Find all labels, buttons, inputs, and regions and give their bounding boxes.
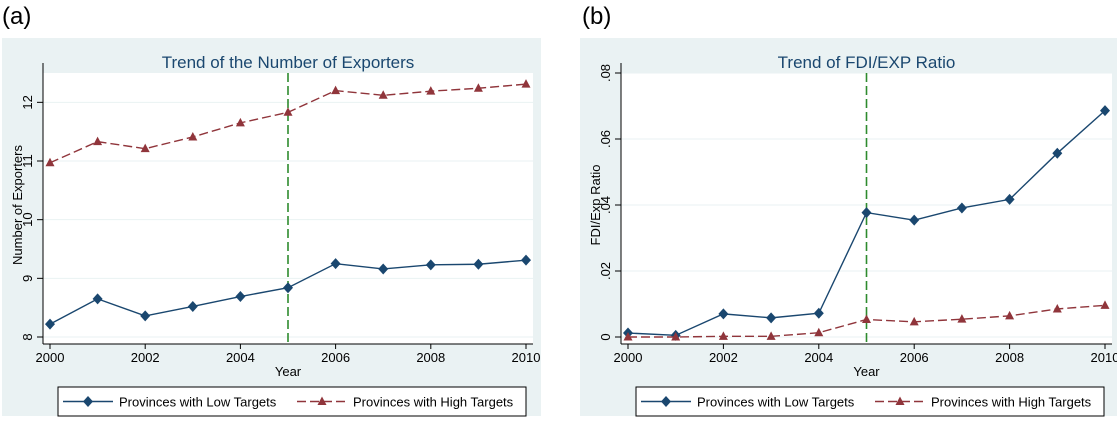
- data-point-high-targets: [718, 331, 728, 340]
- y-tick-label: 10: [20, 212, 35, 226]
- y-tick-label: 8: [20, 333, 35, 340]
- data-point-high-targets: [378, 90, 388, 99]
- legend-label: Provinces with Low Targets: [697, 395, 855, 410]
- data-point-high-targets: [814, 327, 824, 337]
- chart-panel-a: (a) Trend of the Number of Exporters 8 9 10 1…: [2, 3, 541, 417]
- y-tick-label: .06: [598, 130, 613, 148]
- x-axis-label: Year: [853, 364, 880, 379]
- y-tick-label: 12: [20, 95, 35, 109]
- y-axis-label: FDI/Exp Ratio: [588, 165, 603, 246]
- data-point-high-targets: [1100, 300, 1110, 309]
- x-tick-label: 2010: [512, 350, 541, 365]
- data-point-low-targets: [521, 254, 531, 266]
- legend: Provinces with Low Targets Provinces with…: [635, 386, 1105, 417]
- data-point-high-targets: [188, 131, 198, 141]
- legend-marker-diamond: [661, 396, 671, 407]
- chart-title: Trend of the Number of Exporters: [162, 53, 415, 72]
- data-point-high-targets: [909, 316, 919, 326]
- y-tick-label: .04: [598, 196, 613, 214]
- x-tick-label: 2006: [900, 350, 929, 365]
- x-tick-label: 2004: [804, 350, 833, 365]
- data-point-high-targets: [766, 331, 776, 340]
- data-point-high-targets: [862, 314, 871, 324]
- legend-box: [635, 386, 1105, 417]
- legend-box: [57, 386, 527, 417]
- data-point-high-targets: [671, 332, 681, 341]
- data-point-low-targets: [1004, 193, 1015, 205]
- x-tick-label: 2008: [995, 350, 1024, 365]
- data-point-high-targets: [235, 117, 245, 127]
- x-tick-label: 2010: [1091, 350, 1117, 365]
- data-point-low-targets: [283, 282, 293, 294]
- x-tick-label: 2000: [614, 350, 643, 365]
- y-axis-label: Number of Exporters: [10, 145, 25, 265]
- legend-marker-triangle: [895, 396, 905, 405]
- data-point-low-targets: [813, 307, 824, 319]
- data-point-low-targets: [473, 258, 484, 270]
- chart-panel-b: (b) Trend of FDI/EXP Ratio 0 .02 .04 .06 .08 20…: [580, 3, 1117, 417]
- data-point-high-targets: [521, 79, 531, 88]
- data-point-low-targets: [861, 207, 872, 219]
- data-point-low-targets: [378, 263, 389, 275]
- data-point-high-targets: [45, 157, 55, 167]
- data-point-low-targets: [766, 312, 777, 324]
- data-point-high-targets: [957, 314, 967, 323]
- panel-label: (a): [2, 3, 31, 30]
- data-point-low-targets: [425, 259, 436, 271]
- legend: Provinces with Low Targets Provinces with…: [57, 386, 527, 417]
- chart-title: Trend of FDI/EXP Ratio: [778, 53, 956, 72]
- x-tick-label: 2008: [416, 350, 445, 365]
- x-axis-label: Year: [275, 364, 302, 379]
- panel-label: (b): [582, 3, 611, 30]
- x-tick-label: 2000: [36, 350, 65, 365]
- y-tick-label: .08: [598, 64, 613, 82]
- y-tick-label: .02: [598, 262, 613, 280]
- data-point-high-targets: [426, 86, 436, 95]
- legend-label: Provinces with High Targets: [353, 395, 514, 410]
- y-tick-label: 11: [20, 154, 35, 168]
- data-point-low-targets: [1052, 147, 1063, 159]
- data-point-high-targets: [140, 143, 150, 153]
- legend-marker-triangle: [317, 396, 327, 405]
- data-point-high-targets: [93, 136, 103, 146]
- data-point-high-targets: [283, 107, 293, 116]
- data-point-low-targets: [330, 258, 341, 270]
- legend-label: Provinces with High Targets: [931, 395, 1092, 410]
- x-tick-label: 2006: [321, 350, 350, 365]
- x-tick-label: 2002: [709, 350, 738, 365]
- data-point-low-targets: [45, 318, 55, 330]
- data-point-low-targets: [140, 310, 151, 322]
- data-point-low-targets: [235, 291, 246, 303]
- x-tick-label: 2002: [131, 350, 160, 365]
- data-point-high-targets: [623, 332, 633, 341]
- data-point-high-targets: [473, 83, 483, 92]
- data-point-low-targets: [187, 300, 198, 312]
- data-point-high-targets: [1005, 310, 1015, 320]
- data-point-low-targets: [92, 293, 103, 305]
- data-point-low-targets: [909, 214, 920, 226]
- y-tick-label: 9: [20, 275, 35, 282]
- data-point-high-targets: [1052, 303, 1062, 313]
- legend-marker-diamond: [83, 396, 93, 407]
- y-tick-label: 0: [598, 333, 613, 340]
- legend-label: Provinces with Low Targets: [119, 395, 277, 410]
- x-tick-label: 2004: [226, 350, 255, 365]
- data-point-high-targets: [331, 85, 341, 95]
- data-point-low-targets: [718, 308, 729, 320]
- data-point-low-targets: [1100, 105, 1110, 117]
- data-point-low-targets: [956, 202, 967, 214]
